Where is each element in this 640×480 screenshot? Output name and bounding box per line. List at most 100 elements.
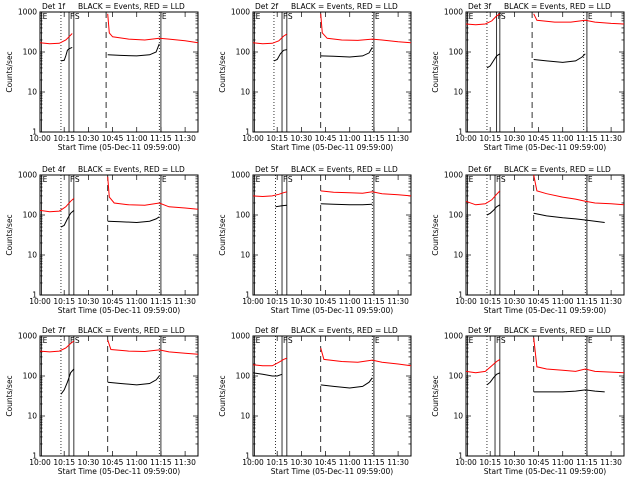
x-tick-label: 10:15 bbox=[266, 134, 288, 143]
y-tick-label: 10 bbox=[453, 88, 463, 97]
marker-label: F bbox=[496, 336, 500, 345]
legend-text: BLACK = Events, RED = LLD bbox=[504, 165, 611, 174]
panel-title: Det 1f bbox=[42, 2, 65, 11]
marker-label: S bbox=[288, 12, 293, 21]
x-tick-label: 11:30 bbox=[387, 297, 409, 306]
series-events-line bbox=[486, 204, 501, 216]
plot-frame bbox=[39, 335, 199, 457]
series-events-line bbox=[60, 368, 75, 395]
panel-title: Det 3f bbox=[468, 2, 491, 11]
marker-label: E bbox=[256, 12, 261, 21]
x-tick-label: 11:30 bbox=[174, 297, 196, 306]
y-tick-label: 1000 bbox=[444, 171, 463, 180]
series-lld-line bbox=[465, 190, 501, 206]
x-tick-label: 10:45 bbox=[102, 297, 124, 306]
plot-frame bbox=[252, 335, 412, 457]
y-tick-label: 1 bbox=[458, 128, 463, 137]
x-tick-label: 10:15 bbox=[479, 134, 501, 143]
chart-panel-3f: Det 3f BLACK = Events, RED = LLD 1 10 100 100… bbox=[431, 2, 625, 152]
legend-text: BLACK = Events, RED = LLD bbox=[78, 326, 185, 335]
series-lld-line bbox=[39, 33, 73, 45]
x-tick-label: 10:00 bbox=[242, 297, 264, 306]
y-tick-label: 1000 bbox=[18, 332, 37, 341]
y-tick-label: 100 bbox=[449, 48, 464, 57]
series-events-line bbox=[60, 210, 75, 228]
x-tick-label: 11:00 bbox=[126, 134, 148, 143]
y-axis-label: Counts/sec bbox=[5, 51, 14, 92]
marker-label: E bbox=[162, 12, 167, 21]
x-tick-label: 10:15 bbox=[266, 458, 288, 467]
x-tick-label: 10:30 bbox=[78, 134, 100, 143]
x-tick-label: 11:00 bbox=[126, 297, 148, 306]
x-tick-label: 11:00 bbox=[552, 458, 574, 467]
series-events-line bbox=[107, 216, 160, 224]
legend-text: BLACK = Events, RED = LLD bbox=[504, 2, 611, 11]
x-axis-label: Start Time (05-Dec-11 09:59:00) bbox=[271, 467, 393, 476]
series-events-line bbox=[533, 53, 586, 63]
y-tick-label: 1000 bbox=[18, 8, 37, 17]
marker-label: S bbox=[288, 175, 293, 184]
x-tick-label: 11:30 bbox=[600, 458, 622, 467]
y-tick-label: 1000 bbox=[231, 8, 250, 17]
series-lld-line bbox=[320, 347, 412, 367]
y-tick-label: 10 bbox=[240, 251, 250, 260]
y-tick-label: 100 bbox=[236, 372, 251, 381]
x-tick-label: 11:15 bbox=[363, 458, 385, 467]
y-axis-label: Counts/sec bbox=[5, 214, 14, 255]
marker-label: E bbox=[43, 336, 48, 345]
panel-title: Det 7f bbox=[42, 326, 65, 335]
y-tick-label: 1 bbox=[32, 128, 37, 137]
chart-panel-2f: Det 2f BLACK = Events, RED = LLD 1 10 100 100… bbox=[218, 2, 412, 152]
x-tick-label: 10:15 bbox=[479, 458, 501, 467]
series-events-line bbox=[533, 389, 605, 393]
x-tick-label: 10:00 bbox=[455, 297, 477, 306]
x-tick-label: 11:00 bbox=[552, 297, 574, 306]
y-tick-label: 100 bbox=[449, 372, 464, 381]
chart-panel-5f: Det 5f BLACK = Events, RED = LLD 1 10 100 100… bbox=[218, 165, 412, 315]
marker-label: S bbox=[501, 12, 506, 21]
x-axis-label: Start Time (05-Dec-11 09:59:00) bbox=[271, 143, 393, 152]
x-tick-label: 10:30 bbox=[78, 458, 100, 467]
legend-text: BLACK = Events, RED = LLD bbox=[78, 165, 185, 174]
marker-label: E bbox=[375, 175, 380, 184]
series-lld-line bbox=[107, 176, 199, 210]
y-tick-label: 1000 bbox=[18, 171, 37, 180]
x-tick-label: 10:00 bbox=[29, 134, 51, 143]
x-tick-label: 10:30 bbox=[504, 458, 526, 467]
plot-frame bbox=[39, 11, 199, 133]
marker-label: E bbox=[162, 175, 167, 184]
series-events-line bbox=[107, 375, 160, 386]
x-tick-label: 10:45 bbox=[315, 134, 337, 143]
plot-frame bbox=[252, 11, 412, 133]
y-tick-label: 100 bbox=[449, 211, 464, 220]
marker-label: S bbox=[501, 336, 506, 345]
y-tick-label: 1 bbox=[32, 452, 37, 461]
plot-frame bbox=[252, 174, 412, 296]
marker-label: F bbox=[283, 12, 287, 21]
series-lld-line bbox=[252, 33, 288, 45]
x-tick-label: 11:15 bbox=[150, 458, 172, 467]
x-tick-label: 11:30 bbox=[174, 134, 196, 143]
marker-label: E bbox=[588, 12, 593, 21]
y-tick-label: 100 bbox=[23, 211, 38, 220]
marker-label: F bbox=[70, 175, 74, 184]
legend-text: BLACK = Events, RED = LLD bbox=[291, 165, 398, 174]
legend-text: BLACK = Events, RED = LLD bbox=[504, 326, 611, 335]
x-tick-label: 11:30 bbox=[600, 297, 622, 306]
y-axis-label: Counts/sec bbox=[218, 375, 227, 416]
marker-label: E bbox=[43, 175, 48, 184]
y-axis-label: Counts/sec bbox=[431, 51, 440, 92]
panel-title: Det 6f bbox=[468, 165, 491, 174]
x-tick-label: 11:15 bbox=[363, 134, 385, 143]
marker-label: S bbox=[501, 175, 506, 184]
plot-frame bbox=[465, 335, 625, 457]
legend-text: BLACK = Events, RED = LLD bbox=[78, 2, 185, 11]
series-lld-line bbox=[39, 198, 75, 213]
series-events-line bbox=[320, 377, 373, 389]
series-lld-line bbox=[107, 339, 199, 355]
marker-label: E bbox=[256, 175, 261, 184]
marker-label: F bbox=[283, 175, 287, 184]
x-tick-label: 10:00 bbox=[29, 297, 51, 306]
marker-label: F bbox=[70, 336, 74, 345]
